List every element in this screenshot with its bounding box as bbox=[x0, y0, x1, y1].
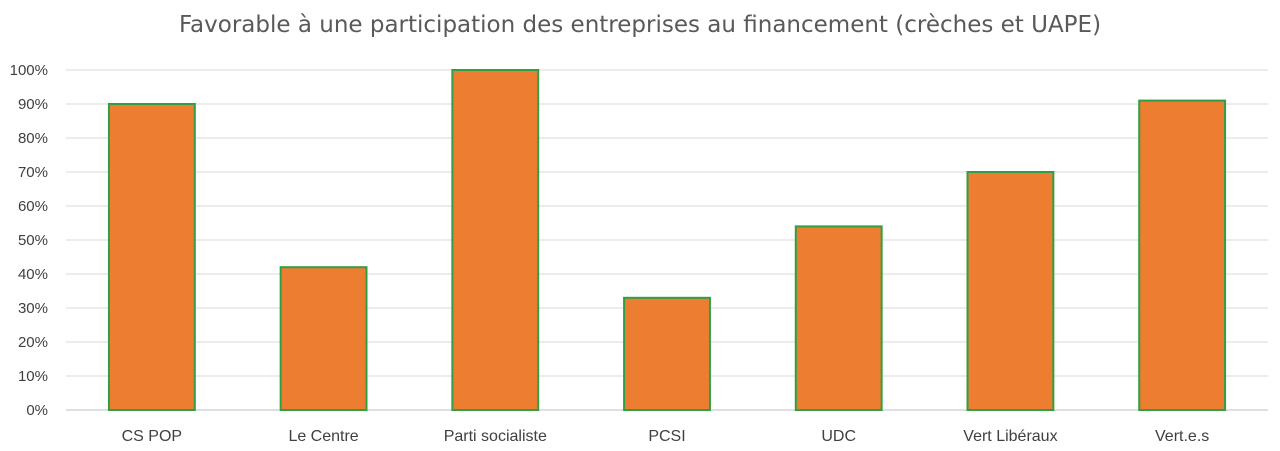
y-tick-label: 70% bbox=[18, 164, 48, 181]
bar bbox=[966, 171, 1055, 411]
y-tick-label: 60% bbox=[18, 198, 48, 215]
y-tick-label: 20% bbox=[18, 334, 48, 351]
y-tick-label: 80% bbox=[18, 130, 48, 147]
x-category-label: PCSI bbox=[648, 428, 685, 445]
x-category-label: UDC bbox=[821, 428, 856, 445]
bar bbox=[623, 296, 711, 411]
bar bbox=[451, 69, 540, 411]
x-category-label: CS POP bbox=[122, 428, 182, 445]
bar bbox=[1138, 99, 1227, 411]
x-category-label: Le Centre bbox=[288, 428, 358, 445]
bar bbox=[107, 103, 196, 411]
x-category-label: Vert Libéraux bbox=[963, 428, 1057, 445]
x-category-label: Vert.e.s bbox=[1155, 428, 1209, 445]
chart-title: Favorable à une participation des entrep… bbox=[178, 12, 1102, 38]
y-tick-label: 90% bbox=[18, 96, 48, 113]
y-tick-label: 10% bbox=[18, 368, 48, 385]
y-tick-label: 100% bbox=[10, 62, 48, 79]
y-tick-label: 50% bbox=[18, 232, 48, 249]
y-tick-label: 40% bbox=[18, 266, 48, 283]
x-category-label: Parti socialiste bbox=[444, 428, 547, 445]
y-tick-label: 0% bbox=[26, 402, 48, 419]
y-tick-label: 30% bbox=[18, 300, 48, 317]
bar bbox=[279, 266, 368, 412]
bar bbox=[794, 225, 883, 411]
